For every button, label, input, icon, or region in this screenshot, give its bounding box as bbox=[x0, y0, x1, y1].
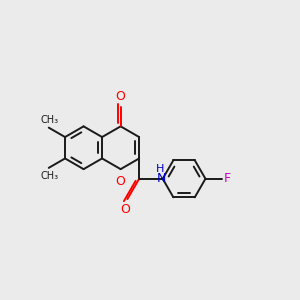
Text: O: O bbox=[116, 90, 126, 103]
Text: O: O bbox=[116, 176, 126, 188]
Text: F: F bbox=[224, 172, 231, 185]
Text: CH₃: CH₃ bbox=[41, 115, 59, 125]
Text: CH₃: CH₃ bbox=[41, 171, 59, 181]
Text: O: O bbox=[120, 203, 130, 216]
Text: N: N bbox=[157, 172, 166, 185]
Text: H: H bbox=[156, 164, 165, 174]
